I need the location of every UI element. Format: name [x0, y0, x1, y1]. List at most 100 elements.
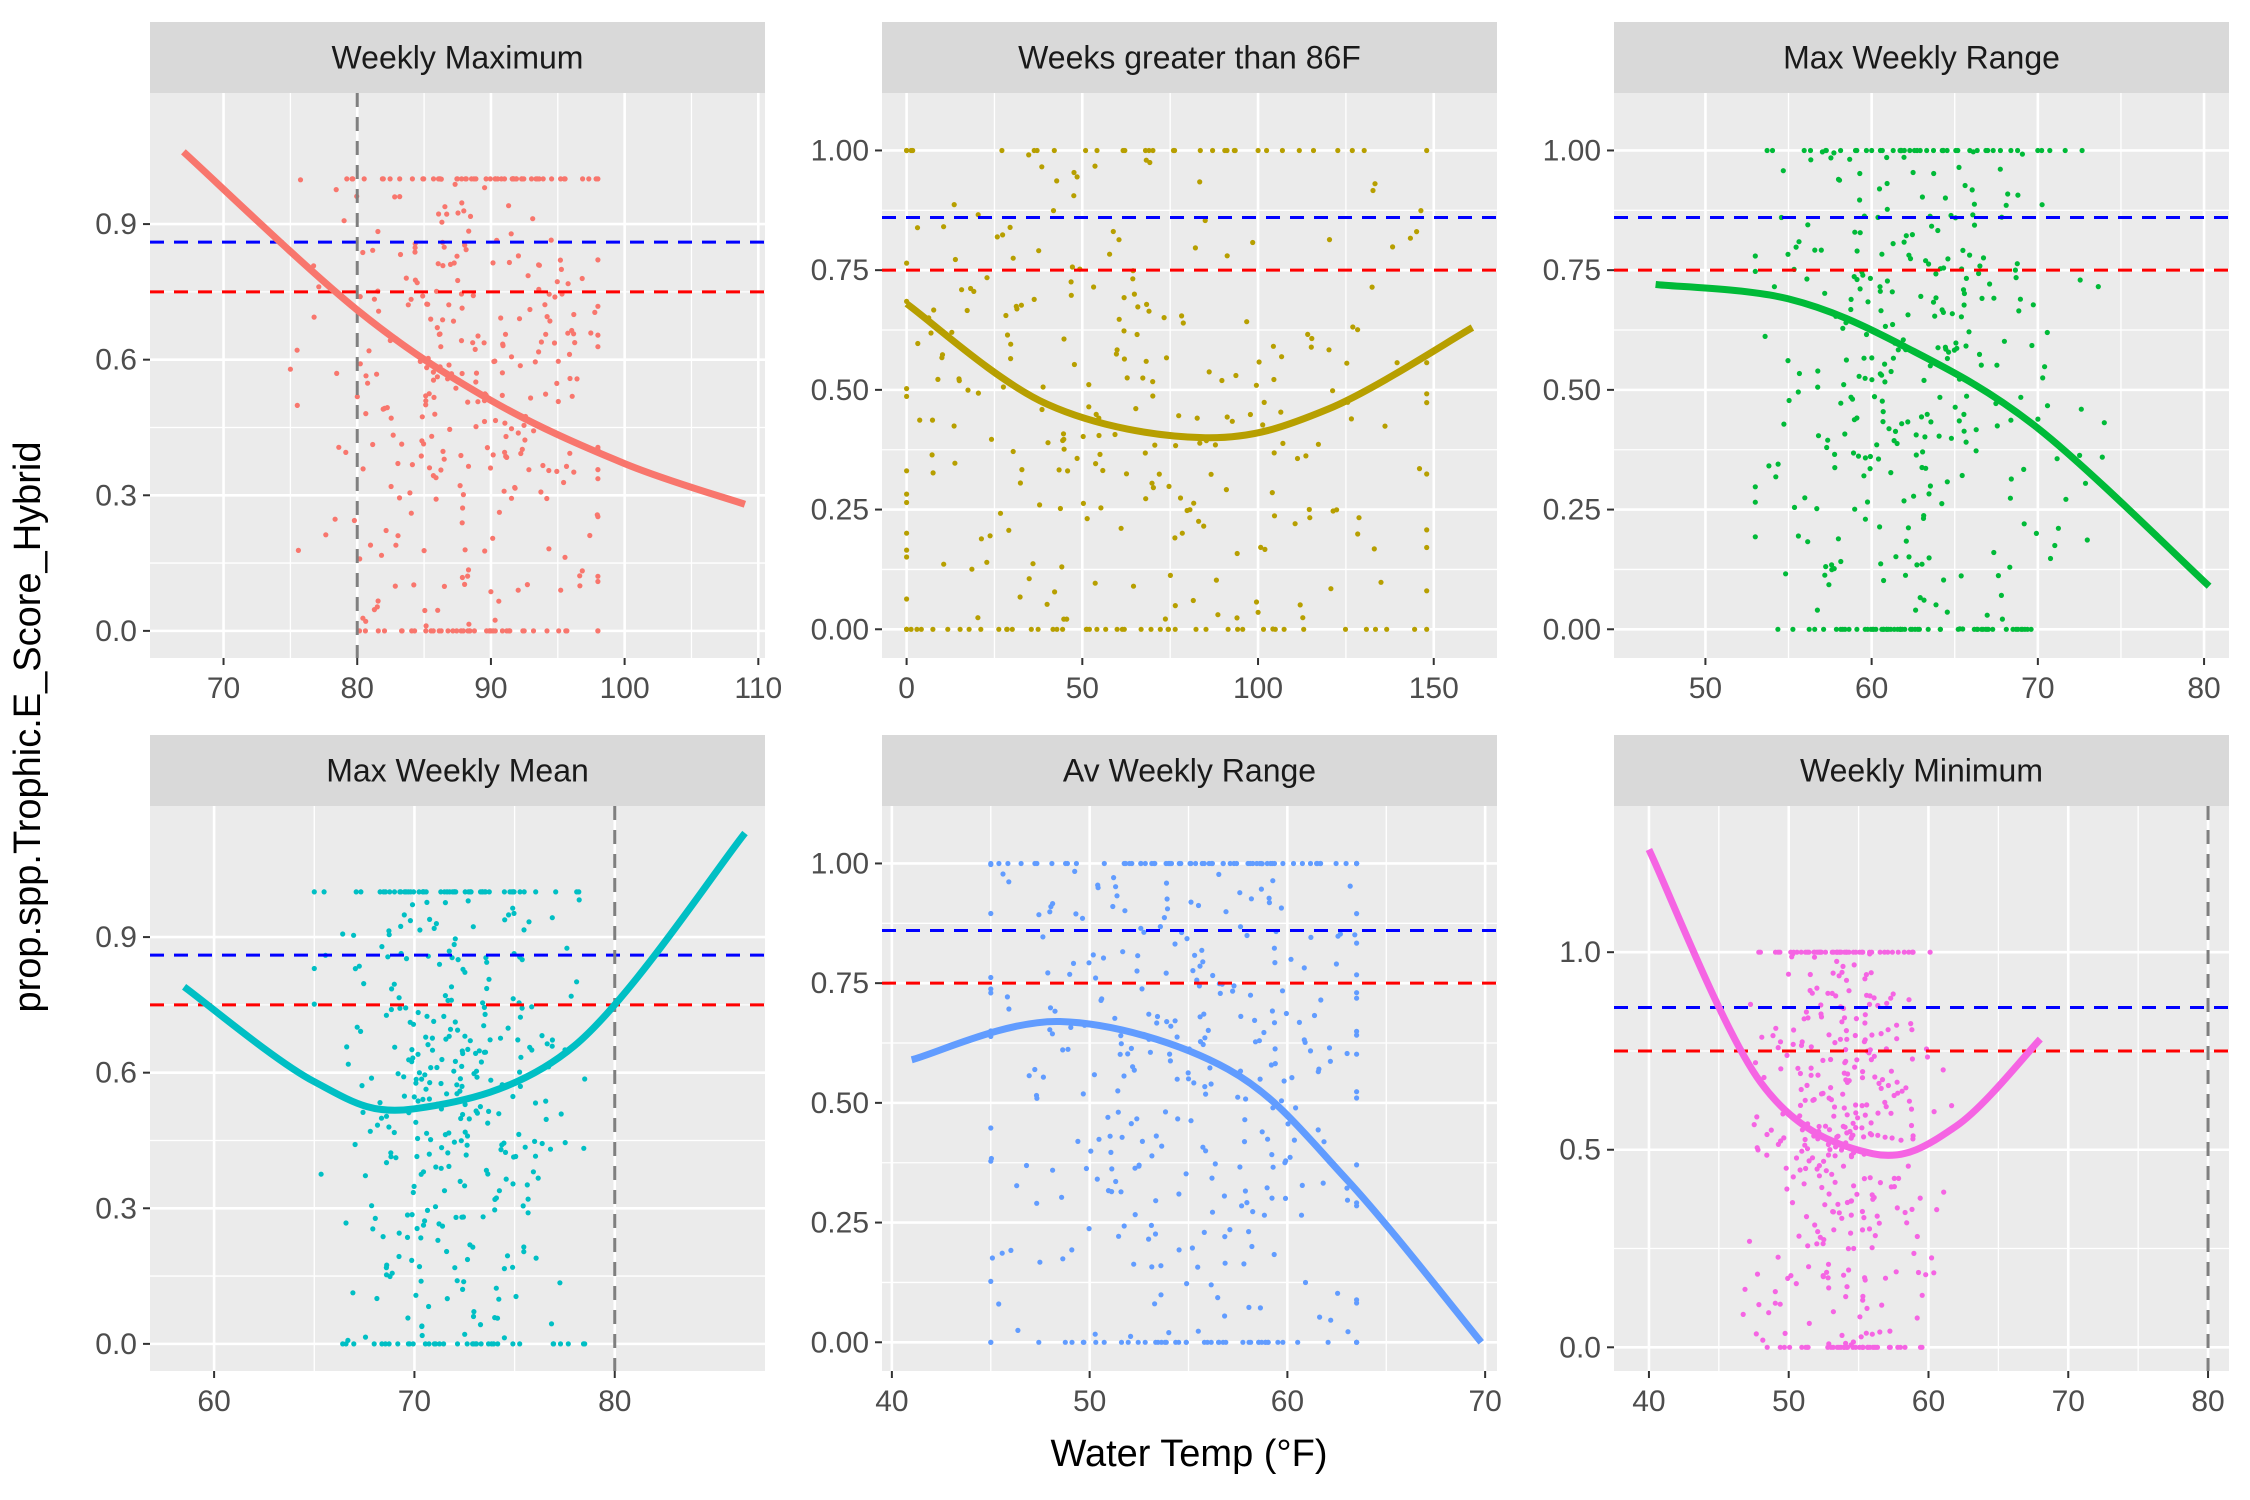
data-point	[334, 370, 340, 376]
data-point	[1926, 555, 1932, 561]
data-point	[467, 1038, 473, 1044]
data-point	[1240, 1339, 1246, 1345]
data-point	[401, 912, 407, 918]
data-point	[333, 187, 339, 193]
data-point	[1142, 147, 1149, 154]
data-point	[1861, 1215, 1867, 1221]
data-point	[1034, 1095, 1040, 1101]
data-point	[1932, 313, 1938, 319]
data-point	[1871, 995, 1877, 1001]
data-point	[1844, 1199, 1850, 1206]
data-point	[1149, 480, 1155, 486]
data-point	[464, 1133, 471, 1139]
data-point	[1869, 1245, 1875, 1251]
data-point	[2047, 147, 2053, 154]
data-point	[1361, 147, 1367, 154]
data-point	[1948, 435, 1954, 441]
data-point	[473, 424, 479, 430]
data-point	[416, 1070, 422, 1076]
data-point	[444, 1091, 450, 1097]
data-point	[1138, 925, 1144, 931]
data-point	[1052, 1008, 1058, 1014]
data-point	[396, 495, 403, 501]
data-point	[1088, 1148, 1094, 1154]
data-point	[294, 402, 300, 408]
data-point	[507, 889, 513, 895]
data-point	[1852, 1064, 1858, 1070]
data-point	[1254, 860, 1260, 867]
data-point	[951, 423, 957, 429]
y-tick-label: 0.9	[95, 921, 137, 954]
data-point	[438, 1080, 444, 1087]
data-point	[1000, 871, 1006, 877]
data-point	[530, 1169, 537, 1175]
data-point	[1328, 586, 1334, 592]
data-point	[465, 567, 472, 573]
data-point	[565, 1341, 571, 1347]
data-point	[403, 275, 409, 281]
data-point	[1118, 1339, 1125, 1345]
data-point	[1112, 1015, 1118, 1021]
x-tick-label: 70	[207, 672, 240, 705]
data-point	[1799, 1148, 1805, 1154]
data-point	[1094, 1176, 1100, 1182]
data-point	[1271, 450, 1277, 456]
data-point	[1939, 501, 1945, 507]
data-point	[393, 1155, 399, 1161]
data-point	[1825, 437, 1831, 443]
data-point	[1956, 418, 1962, 424]
data-point	[458, 338, 465, 344]
data-point	[2014, 261, 2020, 267]
data-point	[1126, 860, 1133, 867]
data-point	[1257, 1076, 1263, 1082]
data-point	[471, 1309, 477, 1315]
data-point	[1305, 331, 1311, 337]
data-point	[1845, 1246, 1851, 1252]
data-point	[424, 365, 430, 371]
data-point	[441, 244, 447, 250]
data-point	[1072, 868, 1078, 875]
data-point	[532, 1153, 539, 1159]
data-point	[1424, 544, 1430, 551]
data-point	[1122, 908, 1128, 914]
data-point	[436, 331, 442, 337]
data-point	[427, 1080, 433, 1086]
data-point	[1256, 1038, 1262, 1044]
data-point	[1172, 535, 1178, 541]
data-point	[506, 259, 512, 266]
fit-curve	[1645, 847, 2043, 1159]
data-point	[1158, 1292, 1164, 1298]
data-point	[1235, 626, 1241, 632]
data-point	[524, 582, 531, 588]
data-point	[989, 1255, 996, 1261]
data-point	[383, 1012, 389, 1018]
data-point	[988, 860, 994, 867]
data-point	[1061, 436, 1067, 442]
gridlines	[882, 806, 1497, 1371]
data-point	[1071, 193, 1077, 199]
data-point	[1190, 968, 1196, 974]
data-point	[1326, 347, 1332, 353]
data-point	[1018, 302, 1024, 308]
data-point	[508, 426, 515, 432]
data-point	[1864, 1305, 1870, 1311]
data-point	[549, 176, 555, 182]
data-point	[1119, 626, 1125, 632]
data-point	[1826, 1127, 1833, 1133]
fit-curve	[910, 1017, 1484, 1345]
data-point	[1863, 972, 1869, 978]
data-point	[467, 213, 474, 219]
data-point	[546, 546, 552, 552]
data-point	[1770, 1033, 1776, 1039]
data-point	[1216, 871, 1222, 878]
data-point	[532, 359, 538, 365]
data-point	[1821, 1158, 1827, 1164]
data-point	[1061, 616, 1067, 622]
data-point	[1850, 450, 1857, 456]
data-point	[433, 496, 439, 502]
data-point	[576, 889, 582, 895]
data-point	[1778, 1138, 1784, 1144]
data-point	[408, 510, 414, 516]
data-point	[1826, 582, 1832, 588]
data-point	[438, 467, 444, 473]
